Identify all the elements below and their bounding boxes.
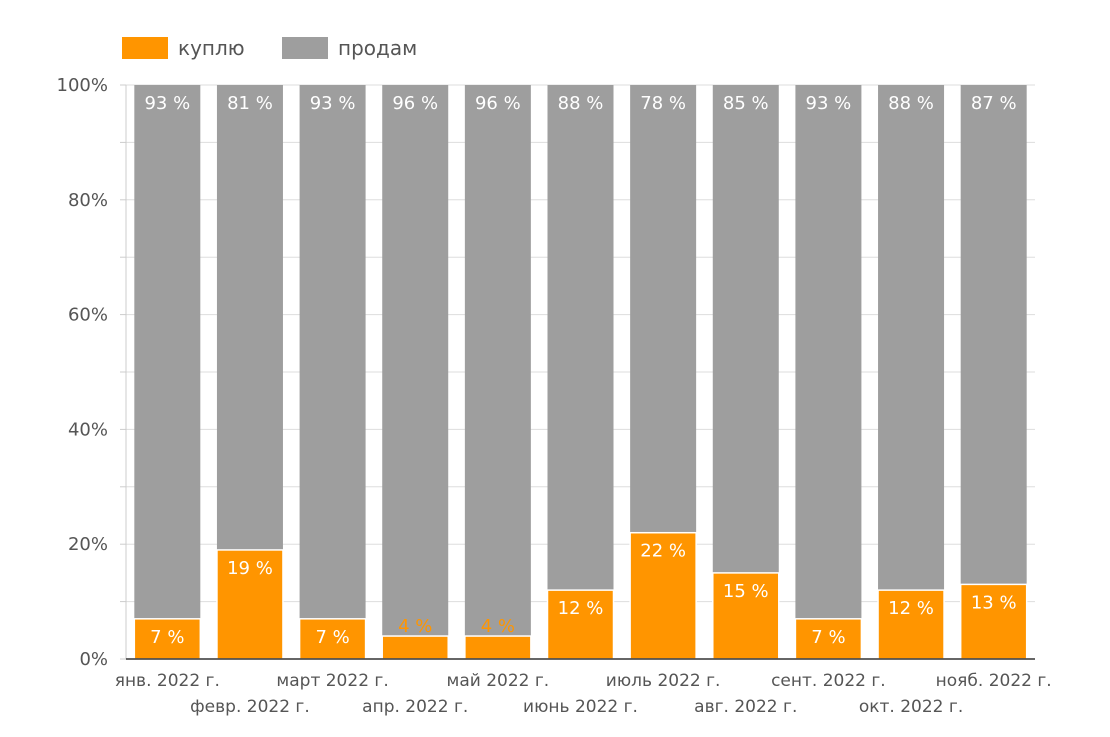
bar-prodam	[382, 85, 449, 637]
data-label-prodam: 96 %	[392, 93, 438, 114]
data-label-kuplyu: 15 %	[723, 581, 769, 602]
y-tick-label: 0%	[79, 649, 108, 670]
bar-prodam	[299, 85, 366, 619]
data-label-prodam: 85 %	[723, 93, 769, 114]
x-tick-label: окт. 2022 г.	[859, 697, 963, 717]
y-tick-label: 60%	[68, 305, 108, 326]
data-label-prodam: 93 %	[310, 93, 356, 114]
data-label-kuplyu: 22 %	[640, 541, 686, 562]
data-label-prodam: 96 %	[475, 93, 521, 114]
data-label-prodam: 81 %	[227, 93, 273, 114]
bar-kuplyu	[712, 572, 780, 660]
bar-prodam	[216, 85, 283, 550]
x-tick-label: нояб. 2022 г.	[936, 671, 1052, 691]
y-tick-label: 40%	[68, 419, 108, 440]
data-label-prodam: 88 %	[558, 93, 604, 114]
data-label-kuplyu: 12 %	[888, 598, 934, 619]
x-tick-label: янв. 2022 г.	[115, 671, 220, 691]
data-label-kuplyu: 7 %	[811, 627, 845, 648]
bar-prodam	[134, 85, 201, 619]
bar-prodam	[960, 85, 1027, 585]
data-label-kuplyu: 4 %	[398, 616, 432, 637]
y-tick-label: 80%	[68, 190, 108, 211]
x-tick-label: авг. 2022 г.	[694, 697, 797, 717]
legend-label-kuplyu: куплю	[178, 36, 245, 60]
data-label-prodam: 78 %	[640, 93, 686, 114]
x-axis: янв. 2022 г. февр. 2022 г. март 2022 г. апр…	[115, 658, 1052, 717]
data-label-prodam: 88 %	[888, 93, 934, 114]
bar-kuplyu	[546, 589, 615, 660]
x-tick-label: февр. 2022 г.	[190, 697, 310, 717]
data-label-prodam: 87 %	[971, 93, 1017, 114]
bar-kuplyu	[464, 635, 532, 660]
bars: 93 % 7 % 81 % 19 % 93 % 7 % 96 % 4 % 96 % 4 % 88 %…	[133, 85, 1028, 660]
bar-prodam	[464, 85, 531, 637]
data-label-kuplyu: 4 %	[481, 616, 515, 637]
legend-swatch-kuplyu	[122, 37, 168, 59]
bar-prodam	[712, 85, 779, 573]
bar-prodam	[630, 85, 697, 533]
x-tick-label: март 2022 г.	[276, 671, 388, 691]
x-tick-label: июнь 2022 г.	[523, 697, 638, 717]
y-tick-label: 20%	[68, 534, 108, 555]
x-tick-label: сент. 2022 г.	[771, 671, 886, 691]
bar-prodam	[547, 85, 614, 591]
y-axis: 0% 20% 40% 60% 80% 100%	[57, 75, 127, 670]
bar-kuplyu	[959, 583, 1028, 660]
bar-kuplyu	[629, 531, 697, 660]
bar-prodam	[878, 85, 945, 591]
x-tick-label: май 2022 г.	[447, 671, 550, 691]
y-tick-label: 100%	[57, 75, 108, 96]
x-tick-label: июль 2022 г.	[606, 671, 721, 691]
bar-kuplyu	[381, 635, 449, 660]
legend-swatch-prodam	[282, 37, 328, 59]
data-label-prodam: 93 %	[144, 93, 190, 114]
data-label-kuplyu: 12 %	[558, 598, 604, 619]
data-label-prodam: 93 %	[806, 93, 852, 114]
data-label-kuplyu: 7 %	[315, 627, 349, 648]
bar-kuplyu	[877, 589, 945, 660]
legend: куплю продам	[122, 36, 417, 60]
data-label-kuplyu: 7 %	[150, 627, 184, 648]
x-tick-label: апр. 2022 г.	[362, 697, 468, 717]
data-label-kuplyu: 19 %	[227, 558, 273, 579]
bar-prodam	[795, 85, 862, 619]
legend-label-prodam: продам	[338, 36, 417, 60]
data-label-kuplyu: 13 %	[971, 592, 1017, 613]
